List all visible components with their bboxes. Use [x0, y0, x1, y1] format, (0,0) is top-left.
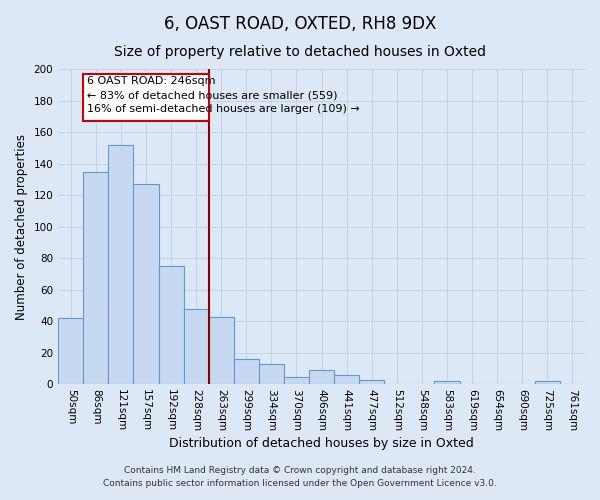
Bar	[309, 370, 334, 384]
Bar	[184, 308, 209, 384]
Bar	[284, 376, 309, 384]
Text: 6 OAST ROAD: 246sqm
← 83% of detached houses are smaller (559)
16% of semi-detac: 6 OAST ROAD: 246sqm ← 83% of detached ho…	[87, 76, 360, 114]
Bar	[83, 172, 109, 384]
Bar	[334, 375, 359, 384]
Bar	[158, 266, 184, 384]
Bar	[58, 318, 83, 384]
Bar	[434, 382, 460, 384]
Bar	[109, 144, 133, 384]
Text: 6, OAST ROAD, OXTED, RH8 9DX: 6, OAST ROAD, OXTED, RH8 9DX	[164, 15, 436, 33]
X-axis label: Distribution of detached houses by size in Oxted: Distribution of detached houses by size …	[169, 437, 474, 450]
Text: Contains HM Land Registry data © Crown copyright and database right 2024.
Contai: Contains HM Land Registry data © Crown c…	[103, 466, 497, 487]
Y-axis label: Number of detached properties: Number of detached properties	[15, 134, 28, 320]
FancyBboxPatch shape	[83, 74, 209, 121]
Bar	[209, 316, 234, 384]
Bar	[259, 364, 284, 384]
Bar	[535, 382, 560, 384]
Bar	[359, 380, 385, 384]
Text: Size of property relative to detached houses in Oxted: Size of property relative to detached ho…	[114, 45, 486, 59]
Bar	[234, 359, 259, 384]
Bar	[133, 184, 158, 384]
